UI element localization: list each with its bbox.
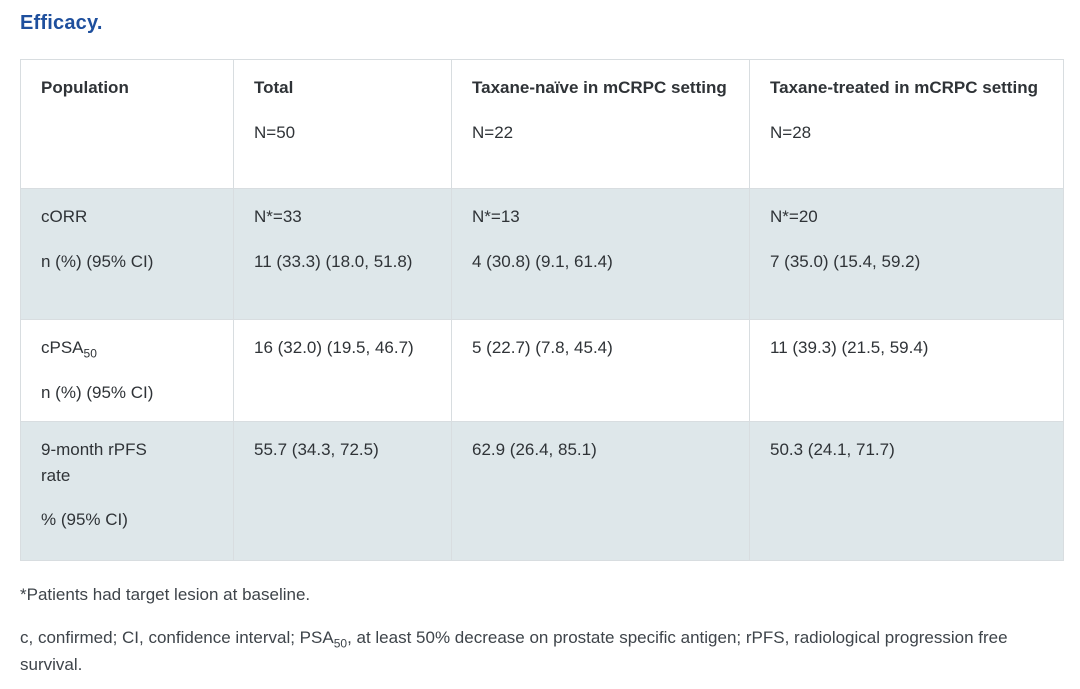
value-line: N*=20 (770, 207, 818, 226)
value-cell-treated: 50.3 (24.1, 71.7) (749, 421, 1064, 561)
value-line: 11 (39.3) (21.5, 59.4) (770, 338, 929, 357)
column-n: N=22 (472, 122, 514, 142)
table-header-row: Population Total N=50 Taxane-naïve in mC… (20, 59, 1064, 189)
value-line: 7 (35.0) (15.4, 59.2) (770, 251, 921, 271)
value-cell-total: 16 (32.0) (19.5, 46.7) (233, 319, 452, 422)
value-line: 16 (32.0) (19.5, 46.7) (254, 338, 414, 357)
table-row-corr: cORR n (%) (95% CI) N*=33 11 (33.3) (18.… (20, 188, 1064, 320)
value-cell-treated: N*=20 7 (35.0) (15.4, 59.2) (749, 188, 1064, 320)
row-label-cell: cPSA50 n (%) (95% CI) (20, 319, 234, 422)
value-line: 55.7 (34.3, 72.5) (254, 440, 379, 459)
value-line: N*=33 (254, 207, 302, 226)
value-line: N*=13 (472, 207, 520, 226)
page-title: Efficacy. (20, 12, 103, 34)
footnote-asterisk: *Patients had target lesion at baseline. (20, 585, 311, 604)
value-line: 50.3 (24.1, 71.7) (770, 440, 895, 459)
value-cell-treated: 11 (39.3) (21.5, 59.4) (749, 319, 1064, 422)
footnotes: *Patients had target lesion at baseline.… (20, 582, 1040, 678)
column-n: N=28 (770, 122, 812, 142)
metric-name: cPSA50 (41, 338, 97, 361)
footnote-abbreviations: c, confirmed; CI, confidence interval; P… (20, 628, 1008, 674)
table-row-rpfs: 9-month rPFS rate % (95% CI) 55.7 (34.3,… (20, 421, 1064, 561)
row-label-cell: cORR n (%) (95% CI) (20, 188, 234, 320)
header-cell-taxane-naive: Taxane-naïve in mCRPC setting N=22 (451, 59, 750, 189)
metric-unit: % (95% CI) (41, 510, 128, 529)
column-label: Taxane-treated in mCRPC setting (770, 78, 1038, 97)
value-line: 5 (22.7) (7.8, 45.4) (472, 338, 613, 357)
column-n: N=50 (254, 122, 296, 142)
column-label: Taxane-naïve in mCRPC setting (472, 78, 727, 97)
column-label: Population (41, 78, 129, 97)
value-cell-total: 55.7 (34.3, 72.5) (233, 421, 452, 561)
value-line: 62.9 (26.4, 85.1) (472, 440, 597, 459)
metric-unit: n (%) (95% CI) (41, 251, 154, 271)
column-label: Total (254, 78, 294, 97)
value-cell-naive: 5 (22.7) (7.8, 45.4) (451, 319, 750, 422)
value-line: 11 (33.3) (18.0, 51.8) (254, 251, 413, 271)
table-row-cpsa50: cPSA50 n (%) (95% CI) 16 (32.0) (19.5, 4… (20, 319, 1064, 422)
value-line: 4 (30.8) (9.1, 61.4) (472, 251, 613, 271)
header-cell-total: Total N=50 (233, 59, 452, 189)
row-label-cell: 9-month rPFS rate % (95% CI) (20, 421, 234, 561)
value-cell-naive: N*=13 4 (30.8) (9.1, 61.4) (451, 188, 750, 320)
metric-unit: n (%) (95% CI) (41, 382, 154, 402)
value-cell-naive: 62.9 (26.4, 85.1) (451, 421, 750, 561)
efficacy-table: Population Total N=50 Taxane-naïve in mC… (20, 59, 1064, 561)
header-cell-population: Population (20, 59, 234, 189)
metric-name: cORR (41, 207, 88, 226)
value-cell-total: N*=33 11 (33.3) (18.0, 51.8) (233, 188, 452, 320)
metric-name: 9-month rPFS rate (41, 440, 147, 485)
header-cell-taxane-treated: Taxane-treated in mCRPC setting N=28 (749, 59, 1064, 189)
